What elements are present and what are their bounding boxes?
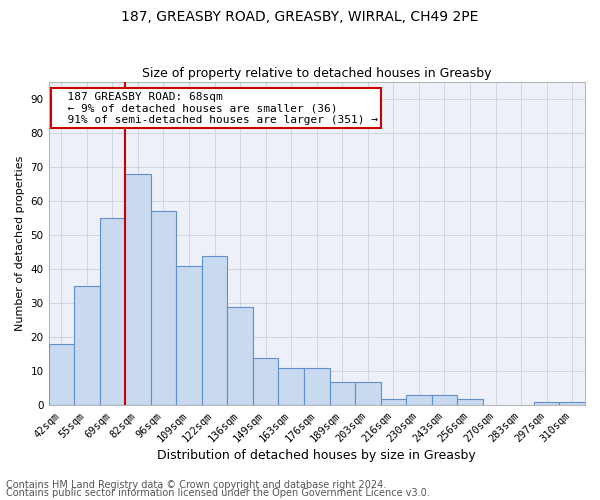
Bar [74,286,100,406]
Text: 187, GREASBY ROAD, GREASBY, WIRRAL, CH49 2PE: 187, GREASBY ROAD, GREASBY, WIRRAL, CH49… [121,10,479,24]
Bar [304,368,329,406]
Text: Contains HM Land Registry data © Crown copyright and database right 2024.: Contains HM Land Registry data © Crown c… [6,480,386,490]
Bar [355,382,380,406]
Bar [125,174,151,406]
Bar [406,396,432,406]
Y-axis label: Number of detached properties: Number of detached properties [15,156,25,332]
Bar [534,402,559,406]
Bar [432,396,457,406]
Bar [380,398,406,406]
Bar [49,344,74,406]
Bar [329,382,355,406]
Bar [151,212,176,406]
Title: Size of property relative to detached houses in Greasby: Size of property relative to detached ho… [142,66,491,80]
Bar [278,368,304,406]
Text: 187 GREASBY ROAD: 68sqm
  ← 9% of detached houses are smaller (36)
  91% of semi: 187 GREASBY ROAD: 68sqm ← 9% of detached… [54,92,378,125]
Bar [253,358,278,406]
Text: Contains public sector information licensed under the Open Government Licence v3: Contains public sector information licen… [6,488,430,498]
X-axis label: Distribution of detached houses by size in Greasby: Distribution of detached houses by size … [157,450,476,462]
Bar [202,256,227,406]
Bar [457,398,483,406]
Bar [227,307,253,406]
Bar [100,218,125,406]
Bar [176,266,202,406]
Bar [559,402,585,406]
